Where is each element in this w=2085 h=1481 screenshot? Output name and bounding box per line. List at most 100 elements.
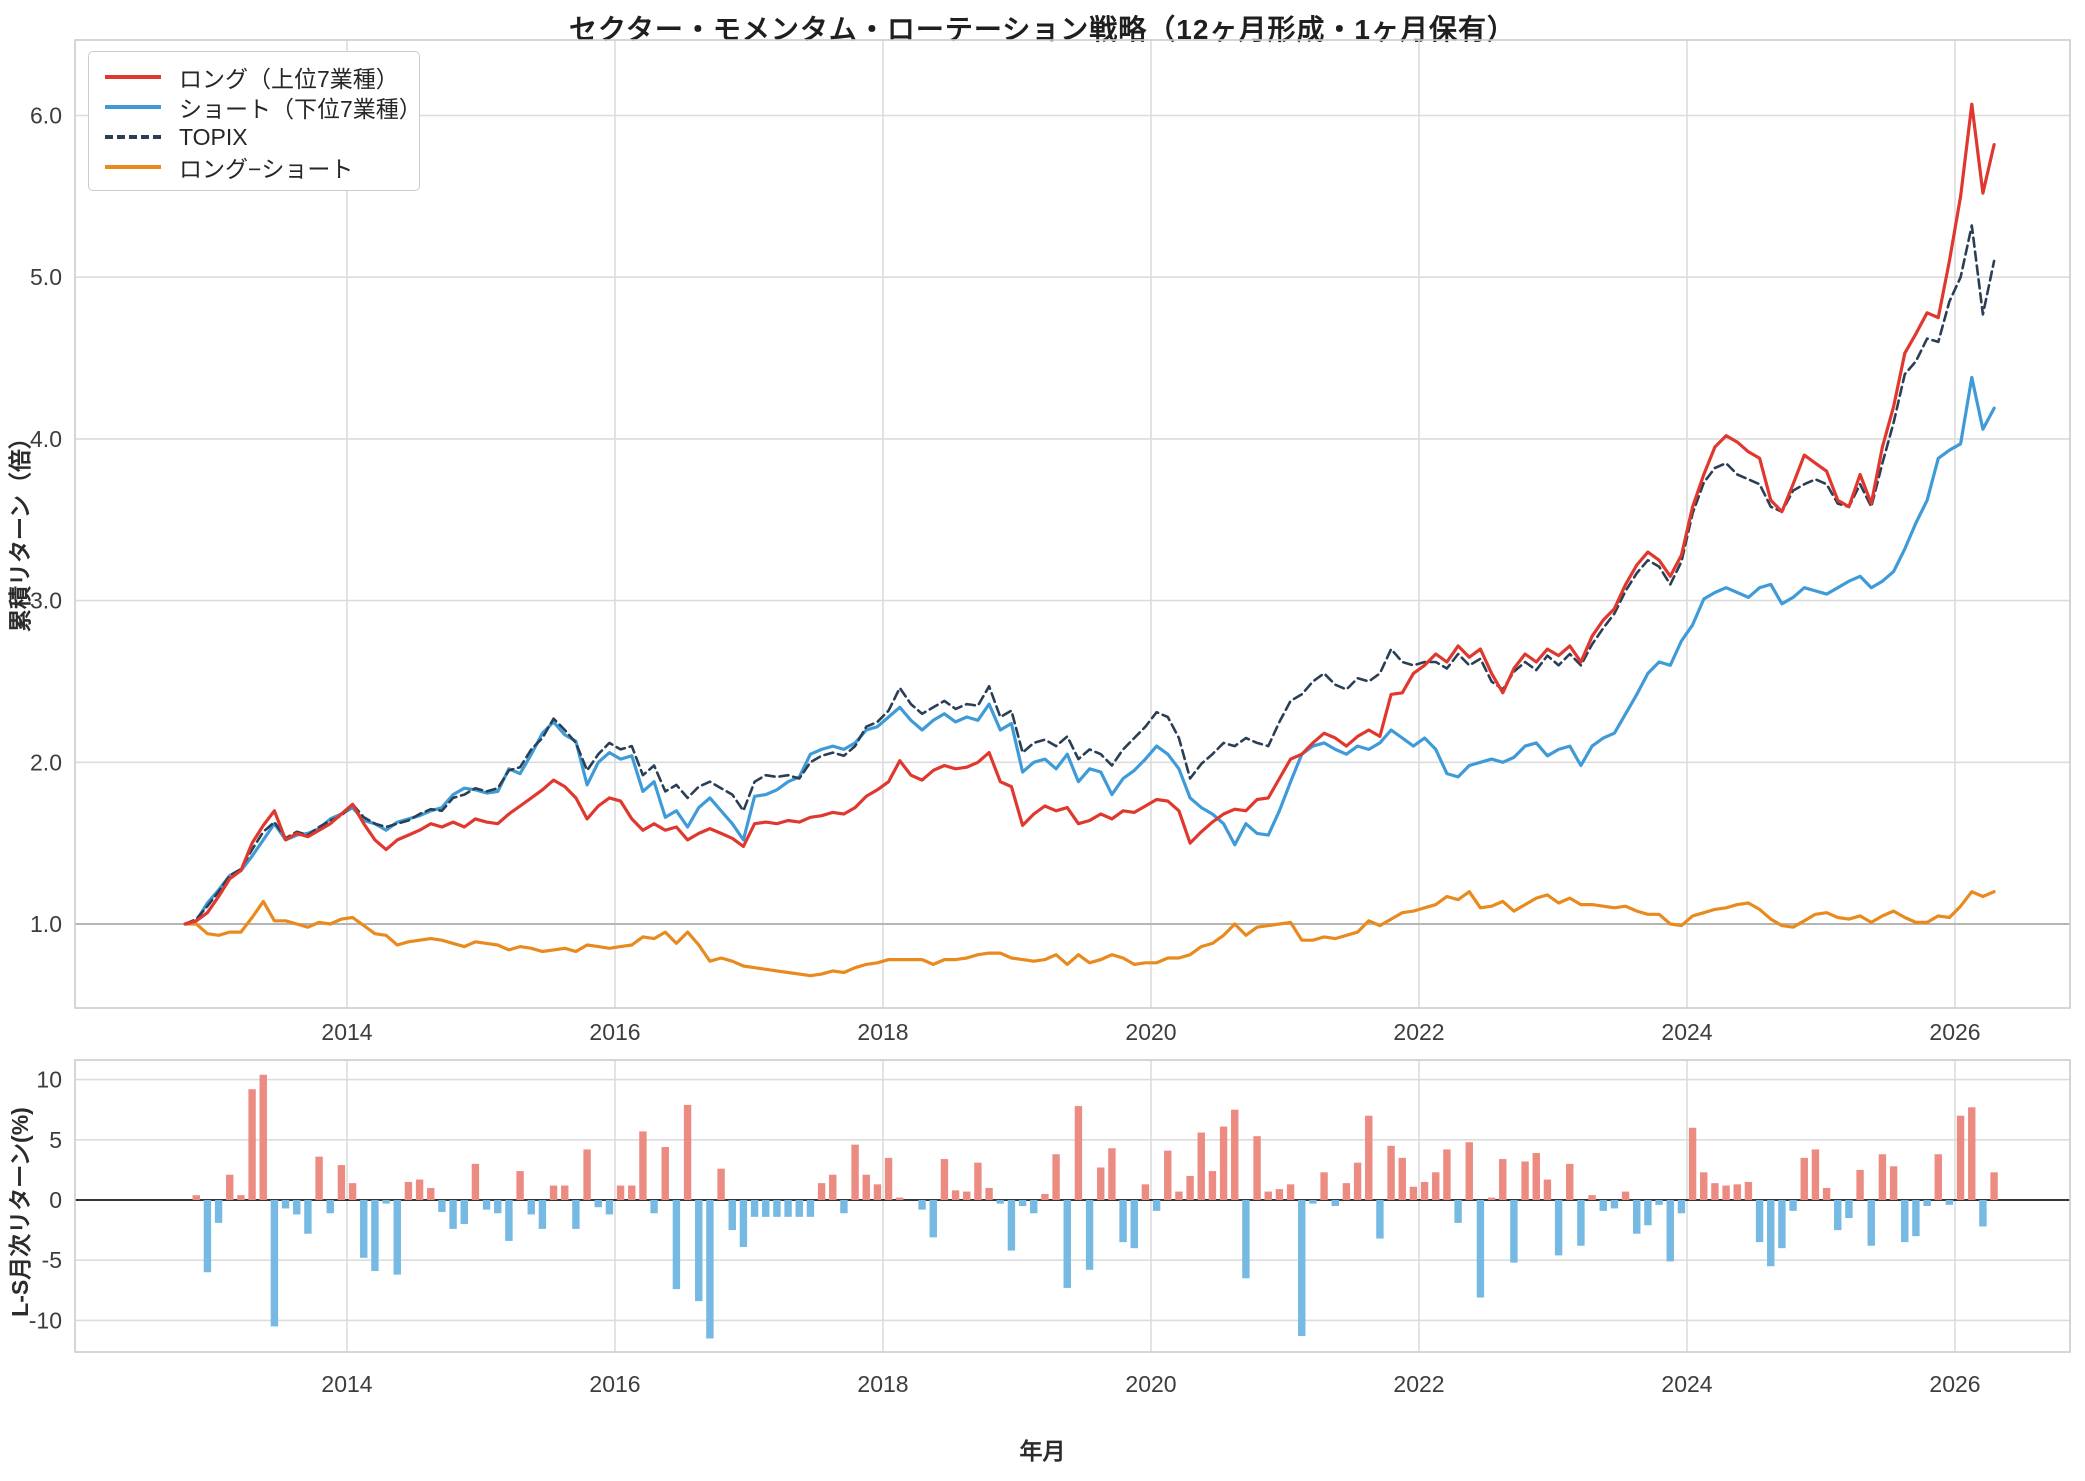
top-y-tick-label: 5.0 xyxy=(30,264,62,290)
positive-return-bar xyxy=(862,1174,870,1200)
bottom-y-tick-label: -10 xyxy=(29,1307,62,1333)
negative-return-bar xyxy=(1152,1200,1161,1211)
positive-return-bar xyxy=(1621,1191,1630,1200)
bottom-panel-border xyxy=(74,1059,2071,1353)
negative-return-bar xyxy=(1119,1200,1127,1243)
positive-return-bar xyxy=(974,1162,982,1200)
legend: ロング（上位7業種） ショート（下位7業種） TOPIX ロング−ショート xyxy=(88,51,422,191)
positive-return-bar xyxy=(1141,1184,1150,1200)
positive-return-bar xyxy=(583,1149,591,1200)
bottom-y-tick-label: 10 xyxy=(36,1067,62,1093)
positive-return-bar xyxy=(1588,1195,1596,1200)
positive-return-bar xyxy=(1700,1172,1708,1200)
positive-return-bar xyxy=(1722,1185,1730,1200)
negative-return-bar xyxy=(1677,1200,1686,1214)
negative-return-bar xyxy=(527,1200,535,1215)
positive-return-bar xyxy=(1956,1115,1965,1200)
top-x-tick-label: 2020 xyxy=(1125,1019,1176,1045)
negative-return-bar xyxy=(795,1200,803,1217)
negative-return-bar xyxy=(1577,1200,1585,1246)
negative-return-bar xyxy=(1867,1200,1875,1246)
negative-return-bar xyxy=(270,1200,279,1327)
negative-return-bar xyxy=(1554,1200,1563,1256)
negative-return-bar xyxy=(929,1200,937,1238)
negative-return-bar xyxy=(1242,1200,1250,1279)
x-axis-label: 年月 xyxy=(1019,1438,1066,1464)
positive-return-bar xyxy=(1566,1163,1574,1200)
negative-return-bar xyxy=(438,1200,446,1213)
negative-return-bar xyxy=(1633,1200,1641,1234)
ls-monthly-bars xyxy=(192,1074,1998,1339)
positive-return-bar xyxy=(315,1156,323,1200)
negative-return-bar xyxy=(494,1200,502,1214)
positive-return-bar xyxy=(1398,1157,1406,1200)
negative-return-bar xyxy=(1655,1200,1663,1205)
bottom-y-axis-label: L-S月次リターン(%) xyxy=(7,1107,33,1317)
negative-return-bar xyxy=(449,1200,457,1229)
positive-return-bar xyxy=(1432,1172,1440,1200)
positive-return-bar xyxy=(1387,1145,1395,1200)
top-y-tick-label: 4.0 xyxy=(30,426,62,452)
long-series-line xyxy=(183,102,1996,926)
positive-return-bar xyxy=(1521,1161,1529,1200)
positive-return-bar xyxy=(226,1174,234,1200)
positive-return-bar xyxy=(1856,1169,1864,1200)
topix-dashed-line-swatch-icon xyxy=(105,135,161,139)
positive-return-bar xyxy=(259,1074,267,1200)
negative-return-bar xyxy=(840,1200,848,1214)
bottom-y-tick-label: 5 xyxy=(49,1127,62,1153)
top-x-tick-label: 2014 xyxy=(321,1019,372,1045)
negative-return-bar xyxy=(1644,1200,1652,1226)
negative-return-bar xyxy=(371,1200,379,1272)
negative-return-bar xyxy=(1755,1200,1764,1243)
negative-return-bar xyxy=(806,1200,815,1217)
bottom-y-tick-label: 0 xyxy=(49,1187,62,1213)
top-x-tick-label: 2022 xyxy=(1393,1019,1444,1045)
positive-return-bar xyxy=(1811,1149,1820,1200)
negative-return-bar xyxy=(505,1200,513,1241)
bottom-x-tick-label: 2026 xyxy=(1929,1371,1980,1397)
positive-return-bar xyxy=(1968,1107,1976,1200)
positive-return-bar xyxy=(851,1144,859,1200)
negative-return-bar xyxy=(393,1200,401,1275)
negative-return-bar xyxy=(1030,1200,1038,1214)
negative-return-bar xyxy=(605,1200,614,1215)
positive-return-bar xyxy=(348,1183,357,1200)
positive-return-bar xyxy=(549,1185,558,1200)
positive-return-bar xyxy=(415,1179,424,1200)
negative-return-bar xyxy=(572,1200,580,1229)
positive-return-bar xyxy=(1264,1191,1272,1200)
positive-return-bar xyxy=(628,1185,636,1200)
positive-return-bar xyxy=(192,1195,200,1200)
positive-return-bar xyxy=(1186,1175,1194,1200)
negative-return-bar xyxy=(1945,1200,1954,1205)
top-x-tick-label: 2018 xyxy=(857,1019,908,1045)
negative-return-bar xyxy=(1454,1200,1462,1223)
legend-label-short: ショート（下位7業種） xyxy=(179,96,422,122)
negative-return-bar xyxy=(739,1200,748,1247)
negative-return-bar xyxy=(1923,1200,1931,1207)
positive-return-bar xyxy=(1934,1154,1942,1200)
negative-return-bar xyxy=(594,1200,602,1208)
positive-return-bar xyxy=(1097,1167,1105,1200)
positive-return-bar xyxy=(940,1159,949,1200)
positive-return-bar xyxy=(1320,1172,1328,1200)
negative-return-bar xyxy=(750,1200,759,1217)
positive-return-bar xyxy=(985,1187,993,1200)
positive-return-bar xyxy=(661,1147,669,1200)
positive-return-bar xyxy=(248,1089,256,1200)
negative-return-bar xyxy=(1298,1200,1306,1337)
positive-return-bar xyxy=(639,1131,647,1200)
positive-return-bar xyxy=(1499,1159,1507,1200)
top-panel-border xyxy=(74,39,2071,1009)
positive-return-bar xyxy=(1465,1142,1473,1200)
legend-label-long-short: ロング−ショート xyxy=(179,156,354,182)
legend-item-topix: TOPIX xyxy=(89,122,419,152)
positive-return-bar xyxy=(1253,1136,1261,1200)
negative-return-bar xyxy=(773,1200,781,1217)
positive-return-bar xyxy=(1889,1166,1898,1200)
bottom-y-tick-label: -5 xyxy=(42,1247,62,1273)
bottom-x-tick-label: 2016 xyxy=(589,1371,640,1397)
long-short-line-swatch-icon xyxy=(105,165,161,169)
